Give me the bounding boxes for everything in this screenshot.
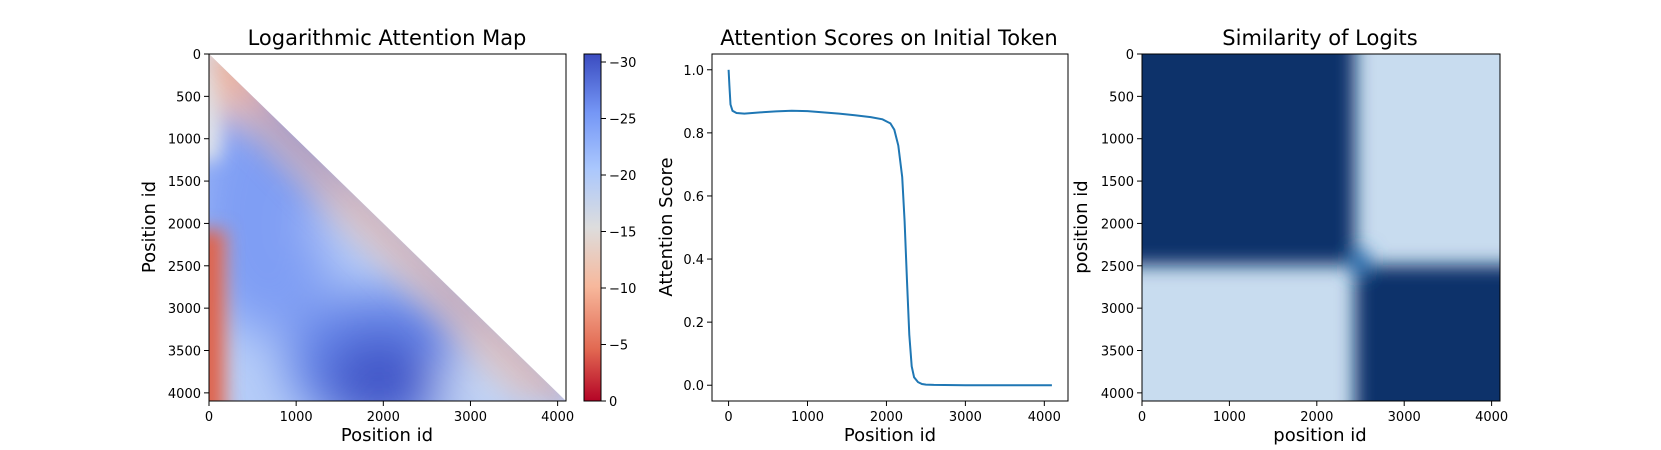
x-tick-label: 0 bbox=[724, 410, 732, 425]
y-tick-label: 3000 bbox=[168, 302, 201, 317]
colorbar-ticks: 0 −5 −10 −15 −20 −25 −30 bbox=[601, 56, 636, 410]
panel3-x-ticks: 0 1000 2000 3000 4000 bbox=[1138, 401, 1508, 425]
y-tick-label: 0.2 bbox=[683, 316, 704, 331]
y-tick-label: 2000 bbox=[168, 217, 201, 232]
x-tick-label: 2000 bbox=[1300, 410, 1333, 425]
y-tick-label: 0 bbox=[1126, 48, 1134, 63]
y-tick-label: 0.8 bbox=[683, 127, 704, 142]
x-tick-label: 3000 bbox=[949, 410, 982, 425]
panel2-title: Attention Scores on Initial Token bbox=[720, 26, 1057, 50]
panel1-y-label: Position id bbox=[139, 181, 160, 273]
attention-score-line bbox=[727, 69, 1052, 387]
colorbar-tick-label: −5 bbox=[609, 339, 628, 354]
panel3-x-label: position id bbox=[1273, 425, 1366, 446]
y-tick-label: 1000 bbox=[1101, 133, 1134, 148]
colorbar-tick-label: −30 bbox=[609, 56, 636, 71]
y-tick-label: 3000 bbox=[1101, 302, 1134, 317]
panel2-x-ticks: 0 1000 2000 3000 4000 bbox=[724, 401, 1061, 425]
panel3-title: Similarity of Logits bbox=[1222, 26, 1417, 50]
initial-token-panel: Attention Scores on Initial Token 0 1000 2… bbox=[656, 26, 1069, 446]
y-tick-label: 500 bbox=[176, 90, 201, 105]
y-tick-label: 3500 bbox=[1101, 345, 1134, 360]
y-tick-label: 3500 bbox=[168, 345, 201, 360]
colorbar-tick-label: −25 bbox=[609, 113, 636, 128]
x-tick-label: 4000 bbox=[541, 410, 574, 425]
panel3-y-ticks: 0 500 1000 1500 2000 2500 3000 3500 4000 bbox=[1101, 48, 1142, 402]
x-tick-label: 2000 bbox=[367, 410, 400, 425]
y-tick-label: 4000 bbox=[168, 387, 201, 402]
x-tick-label: 2000 bbox=[870, 410, 903, 425]
attention-heatmap bbox=[209, 54, 566, 401]
colorbar-gradient bbox=[583, 53, 602, 402]
x-tick-label: 4000 bbox=[1475, 410, 1508, 425]
y-tick-label: 2000 bbox=[1101, 217, 1134, 232]
panel2-y-label: Attention Score bbox=[656, 157, 677, 296]
y-tick-label: 2500 bbox=[1101, 260, 1134, 275]
colorbar-tick-label: −15 bbox=[609, 226, 636, 241]
logit-similarity-panel: Similarity of Logits 0 1000 2000 3000 4000 0… bbox=[1071, 26, 1508, 446]
x-tick-label: 1000 bbox=[791, 410, 824, 425]
y-tick-label: 0.4 bbox=[683, 253, 704, 268]
panel2-y-ticks: 0.0 0.2 0.4 0.6 0.8 1.0 bbox=[683, 64, 712, 394]
y-tick-label: 1000 bbox=[168, 133, 201, 148]
panel1-x-ticks: 0 1000 2000 3000 4000 bbox=[205, 401, 574, 425]
y-tick-label: 1500 bbox=[1101, 175, 1134, 190]
attention-map-panel: Logarithmic Attention Map 0 1000 2000 3000 4… bbox=[139, 26, 636, 446]
y-tick-label: 0 bbox=[193, 48, 201, 63]
panel1-x-label: Position id bbox=[341, 425, 433, 446]
panel1-y-ticks: 0 500 1000 1500 2000 2500 3000 3500 4000 bbox=[168, 48, 209, 402]
y-tick-label: 2500 bbox=[168, 260, 201, 275]
x-tick-label: 1000 bbox=[1213, 410, 1246, 425]
colorbar-tick-label: −10 bbox=[609, 282, 636, 297]
y-tick-label: 0.6 bbox=[683, 190, 704, 205]
colorbar: 0 −5 −10 −15 −20 −25 −30 bbox=[583, 53, 636, 410]
panel1-title: Logarithmic Attention Map bbox=[248, 26, 527, 50]
similarity-heatmap bbox=[1142, 54, 1500, 401]
x-tick-label: 0 bbox=[1138, 410, 1146, 425]
y-tick-label: 4000 bbox=[1101, 387, 1134, 402]
y-tick-label: 0.0 bbox=[683, 379, 704, 394]
panel2-x-label: Position id bbox=[844, 425, 936, 446]
panel2-frame bbox=[711, 53, 1069, 402]
panel1-frame bbox=[208, 53, 567, 402]
y-tick-label: 1.0 bbox=[683, 64, 704, 79]
y-tick-label: 500 bbox=[1109, 90, 1134, 105]
x-tick-label: 1000 bbox=[280, 410, 313, 425]
x-tick-label: 4000 bbox=[1028, 410, 1061, 425]
x-tick-label: 0 bbox=[205, 410, 213, 425]
panel3-frame bbox=[1141, 53, 1501, 402]
colorbar-tick-label: −20 bbox=[609, 169, 636, 184]
x-tick-label: 3000 bbox=[454, 410, 487, 425]
x-tick-label: 3000 bbox=[1388, 410, 1421, 425]
y-tick-label: 1500 bbox=[168, 175, 201, 190]
panel3-y-label: position id bbox=[1071, 180, 1092, 273]
colorbar-tick-label: 0 bbox=[609, 395, 617, 410]
